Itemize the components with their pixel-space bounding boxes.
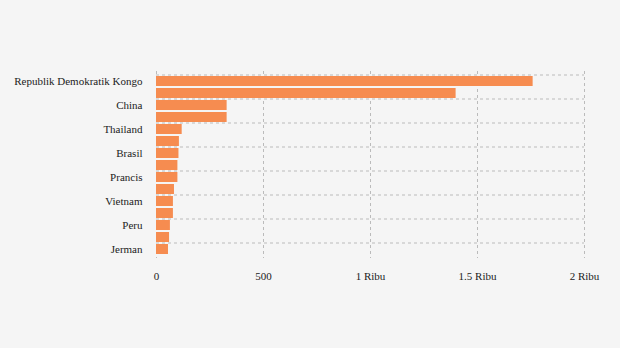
svg-text:Jerman: Jerman xyxy=(111,243,143,255)
svg-text:1.5 Ribu: 1.5 Ribu xyxy=(459,270,497,282)
svg-text:Vietnam: Vietnam xyxy=(105,195,143,207)
svg-text:Peru: Peru xyxy=(122,219,143,231)
svg-text:Brasil: Brasil xyxy=(116,147,142,159)
svg-text:Thailand: Thailand xyxy=(103,123,143,135)
svg-text:Prancis: Prancis xyxy=(110,171,142,183)
svg-text:China: China xyxy=(116,99,142,111)
svg-text:Republik Demokratik Kongo: Republik Demokratik Kongo xyxy=(14,75,143,87)
svg-text:2 Ribu: 2 Ribu xyxy=(570,270,600,282)
svg-text:0: 0 xyxy=(154,270,160,282)
svg-text:1 Ribu: 1 Ribu xyxy=(356,270,386,282)
svg-text:500: 500 xyxy=(255,270,272,282)
